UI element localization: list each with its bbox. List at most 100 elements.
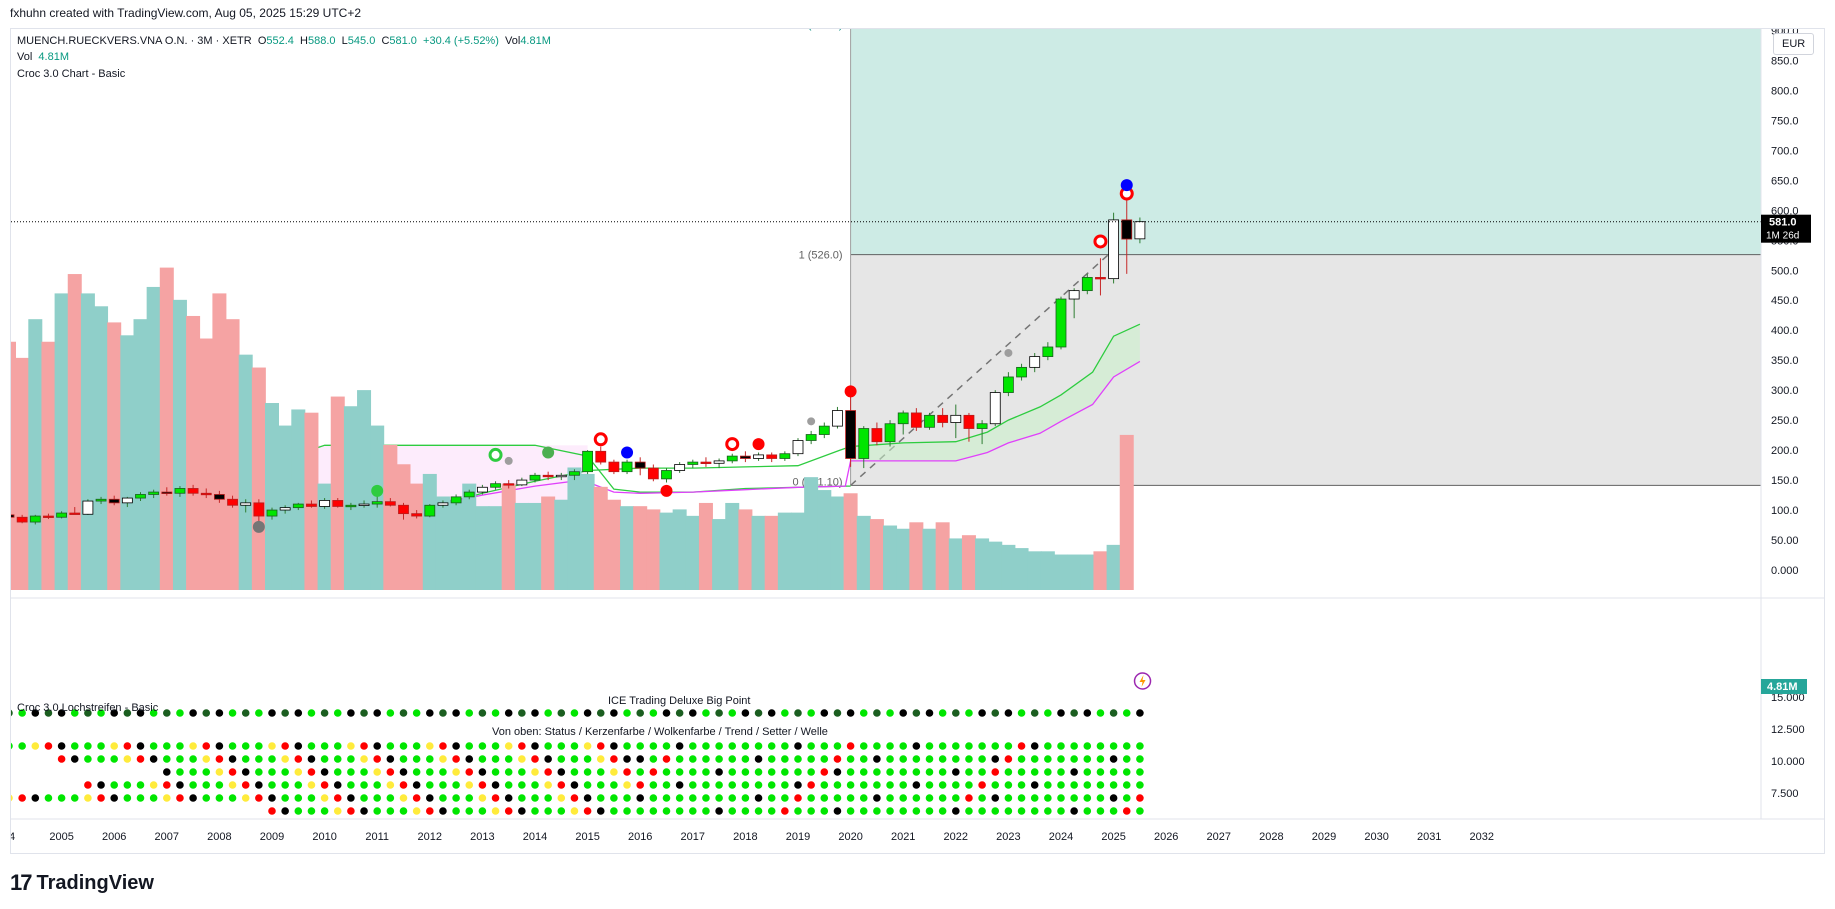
- lochstreifen-dot: [781, 794, 789, 802]
- lochstreifen-dot: [807, 781, 815, 789]
- lochstreifen-dot: [675, 742, 684, 750]
- time-tick-label: 2026: [1154, 831, 1178, 843]
- lochstreifen-dot: [1122, 742, 1131, 750]
- volume-bar: [159, 267, 174, 590]
- lochstreifen-dot: [623, 807, 631, 815]
- lochstreifen-dot: [952, 768, 960, 776]
- lochstreifen-dot: [925, 709, 934, 717]
- lochstreifen-dot: [176, 709, 184, 717]
- candle-body: [82, 500, 94, 515]
- lochstreifen-dot: [1017, 709, 1026, 717]
- lochstreifen-dot: [728, 742, 737, 750]
- lochstreifen-dot: [873, 755, 881, 763]
- lochstreifen-dot: [320, 709, 329, 717]
- legend-high: 588.0: [308, 35, 336, 47]
- candle-body: [503, 483, 515, 486]
- lochstreifen-dot: [44, 742, 53, 750]
- lochstreifen-dot: [649, 768, 658, 776]
- candle-body: [674, 464, 686, 471]
- lochstreifen-dot: [465, 781, 474, 789]
- volume-bar: [501, 483, 516, 590]
- candle: [227, 495, 238, 508]
- candle-body: [371, 501, 383, 505]
- candle-body: [516, 479, 528, 486]
- lochstreifen-dot: [465, 807, 474, 815]
- candle: [634, 457, 646, 476]
- lochstreifen-dot: [373, 755, 382, 763]
- candle-body: [16, 516, 28, 523]
- candle-body: [1134, 221, 1146, 240]
- lochstreifen-dot: [938, 807, 947, 815]
- lochstreifen-dot: [465, 768, 474, 776]
- lower-pane-title[interactable]: Croc 3.0 Lochstreifen - Basic: [17, 702, 159, 714]
- lochstreifen-dot: [1030, 781, 1039, 789]
- price-tick-label: 0.000: [1771, 565, 1799, 577]
- lochstreifen-dot: [465, 709, 474, 717]
- candle-body: [266, 509, 278, 517]
- volume-bar: [712, 519, 727, 590]
- candle: [476, 484, 488, 495]
- tradingview-logo[interactable]: 17 TradingView: [10, 870, 154, 896]
- candle-body: [200, 492, 212, 496]
- candle: [805, 430, 817, 445]
- lochstreifen-dot: [767, 742, 776, 750]
- lochstreifen-dot: [833, 781, 842, 789]
- volume-bar: [422, 473, 437, 590]
- lochstreifen-dot: [623, 768, 631, 776]
- lochstreifen-dot: [952, 781, 960, 789]
- lochstreifen-dot: [886, 781, 894, 789]
- lochstreifen-dot: [781, 742, 789, 750]
- lochstreifen-dot: [241, 768, 250, 776]
- lochstreifen-dot: [399, 781, 408, 789]
- lochstreifen-dot: [610, 709, 618, 717]
- chart-canvas[interactable]: 2 (910.8)1 (526.0)0 (141.10) 900.0850.08…: [11, 29, 1824, 853]
- volume-bar: [41, 341, 56, 590]
- lochstreifen-dot: [820, 781, 829, 789]
- volume-bar: [120, 335, 135, 590]
- volume-bar: [383, 444, 398, 590]
- signal-dot-marker: [504, 456, 513, 465]
- legend-indicator[interactable]: Croc 3.0 Chart - Basic: [17, 68, 126, 80]
- legend-vol-row-value: 4.81M: [38, 51, 69, 63]
- lochstreifen-dot: [938, 768, 947, 776]
- lower-tick-label: 10.000: [1771, 756, 1805, 768]
- candle: [595, 446, 607, 465]
- lochstreifen-dot: [1096, 781, 1105, 789]
- lochstreifen-dot: [1017, 794, 1026, 802]
- currency-button[interactable]: EUR: [1773, 33, 1815, 55]
- lochstreifen-dot: [360, 768, 368, 776]
- candle: [818, 422, 830, 439]
- candle-body: [897, 412, 909, 425]
- lochstreifen-dot: [649, 755, 658, 763]
- legend-symbol[interactable]: MUENCH.RUECKVERS.VNA O.N. · 3M · XETR: [17, 35, 252, 47]
- price-tick-label: 800.0: [1771, 85, 1799, 97]
- candle-body: [976, 423, 988, 429]
- lochstreifen-dot: [439, 742, 447, 750]
- candle-body: [29, 515, 41, 523]
- lochstreifen-dot: [491, 768, 500, 776]
- lochstreifen-dot: [846, 781, 855, 789]
- lochstreifen-dot: [163, 794, 171, 802]
- legend-low: 545.0: [347, 35, 376, 47]
- lochstreifen-dot: [531, 709, 539, 717]
- time-tick-label: 2013: [470, 831, 494, 843]
- lochstreifen-dot: [281, 755, 289, 763]
- lochstreifen-dot: [754, 709, 763, 717]
- lochstreifen-dot: [228, 781, 237, 789]
- lochstreifen-dot: [333, 807, 342, 815]
- candle-body: [608, 461, 620, 473]
- legend-vol-row[interactable]: Vol 4.81M: [17, 51, 69, 63]
- lochstreifen-dot: [1004, 807, 1013, 815]
- candle: [266, 507, 278, 520]
- lochstreifen-dot: [1070, 768, 1078, 776]
- lochstreifen-dot: [333, 755, 342, 763]
- lochstreifen-dot: [925, 768, 934, 776]
- candle: [845, 396, 856, 467]
- lochstreifen-dot: [439, 794, 447, 802]
- lochstreifen-dot: [281, 794, 289, 802]
- legend-vol-row-label: Vol: [17, 51, 33, 63]
- volume-bar: [856, 515, 871, 590]
- lochstreifen-dot: [320, 807, 329, 815]
- volume-bar: [475, 506, 490, 590]
- lochstreifen-dot: [241, 794, 250, 802]
